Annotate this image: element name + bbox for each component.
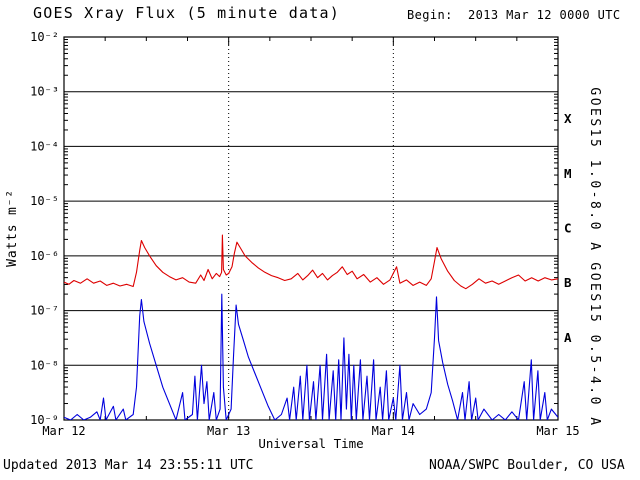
credit-label: NOAA/SWPC Boulder, CO USA [429,458,625,473]
x-axis-title: Universal Time [258,436,363,451]
flux-class-label: M [564,166,572,181]
flux-class-label: A [564,330,572,345]
short-band-series-line [64,293,558,420]
y-tick-label: 10⁻⁷ [30,304,59,318]
flux-class-label: B [564,275,572,290]
legend-short-band: GOES15 0.5-4.0 A [587,262,602,427]
flux-class-label: X [564,111,572,126]
y-tick-label: 10⁻⁹ [30,413,59,427]
x-tick-label: Mar 14 [372,424,415,438]
legend-long-band: GOES15 1.0-8.0 A [587,87,602,252]
x-tick-label: Mar 13 [207,424,250,438]
page-title: GOES Xray Flux (5 minute data) [33,4,340,22]
y-tick-label: 10⁻⁴ [30,139,59,153]
y-tick-label: 10⁻⁸ [30,358,59,372]
y-tick-label: 10⁻⁶ [30,249,59,263]
y-tick-label: 10⁻³ [30,85,59,99]
y-axis-title: Watts m⁻² [5,189,20,267]
begin-time-label: Begin: 2013 Mar 12 0000 UTC [407,8,621,22]
flux-class-label: C [564,221,572,236]
y-tick-label: 10⁻⁵ [30,194,59,208]
long-band-series-line [64,234,558,290]
x-tick-label: Mar 12 [42,424,85,438]
x-tick-label: Mar 15 [536,424,579,438]
y-tick-label: 10⁻² [30,30,59,44]
plot-frame [63,36,559,421]
updated-timestamp: Updated 2013 Mar 14 23:55:11 UTC [3,458,254,473]
